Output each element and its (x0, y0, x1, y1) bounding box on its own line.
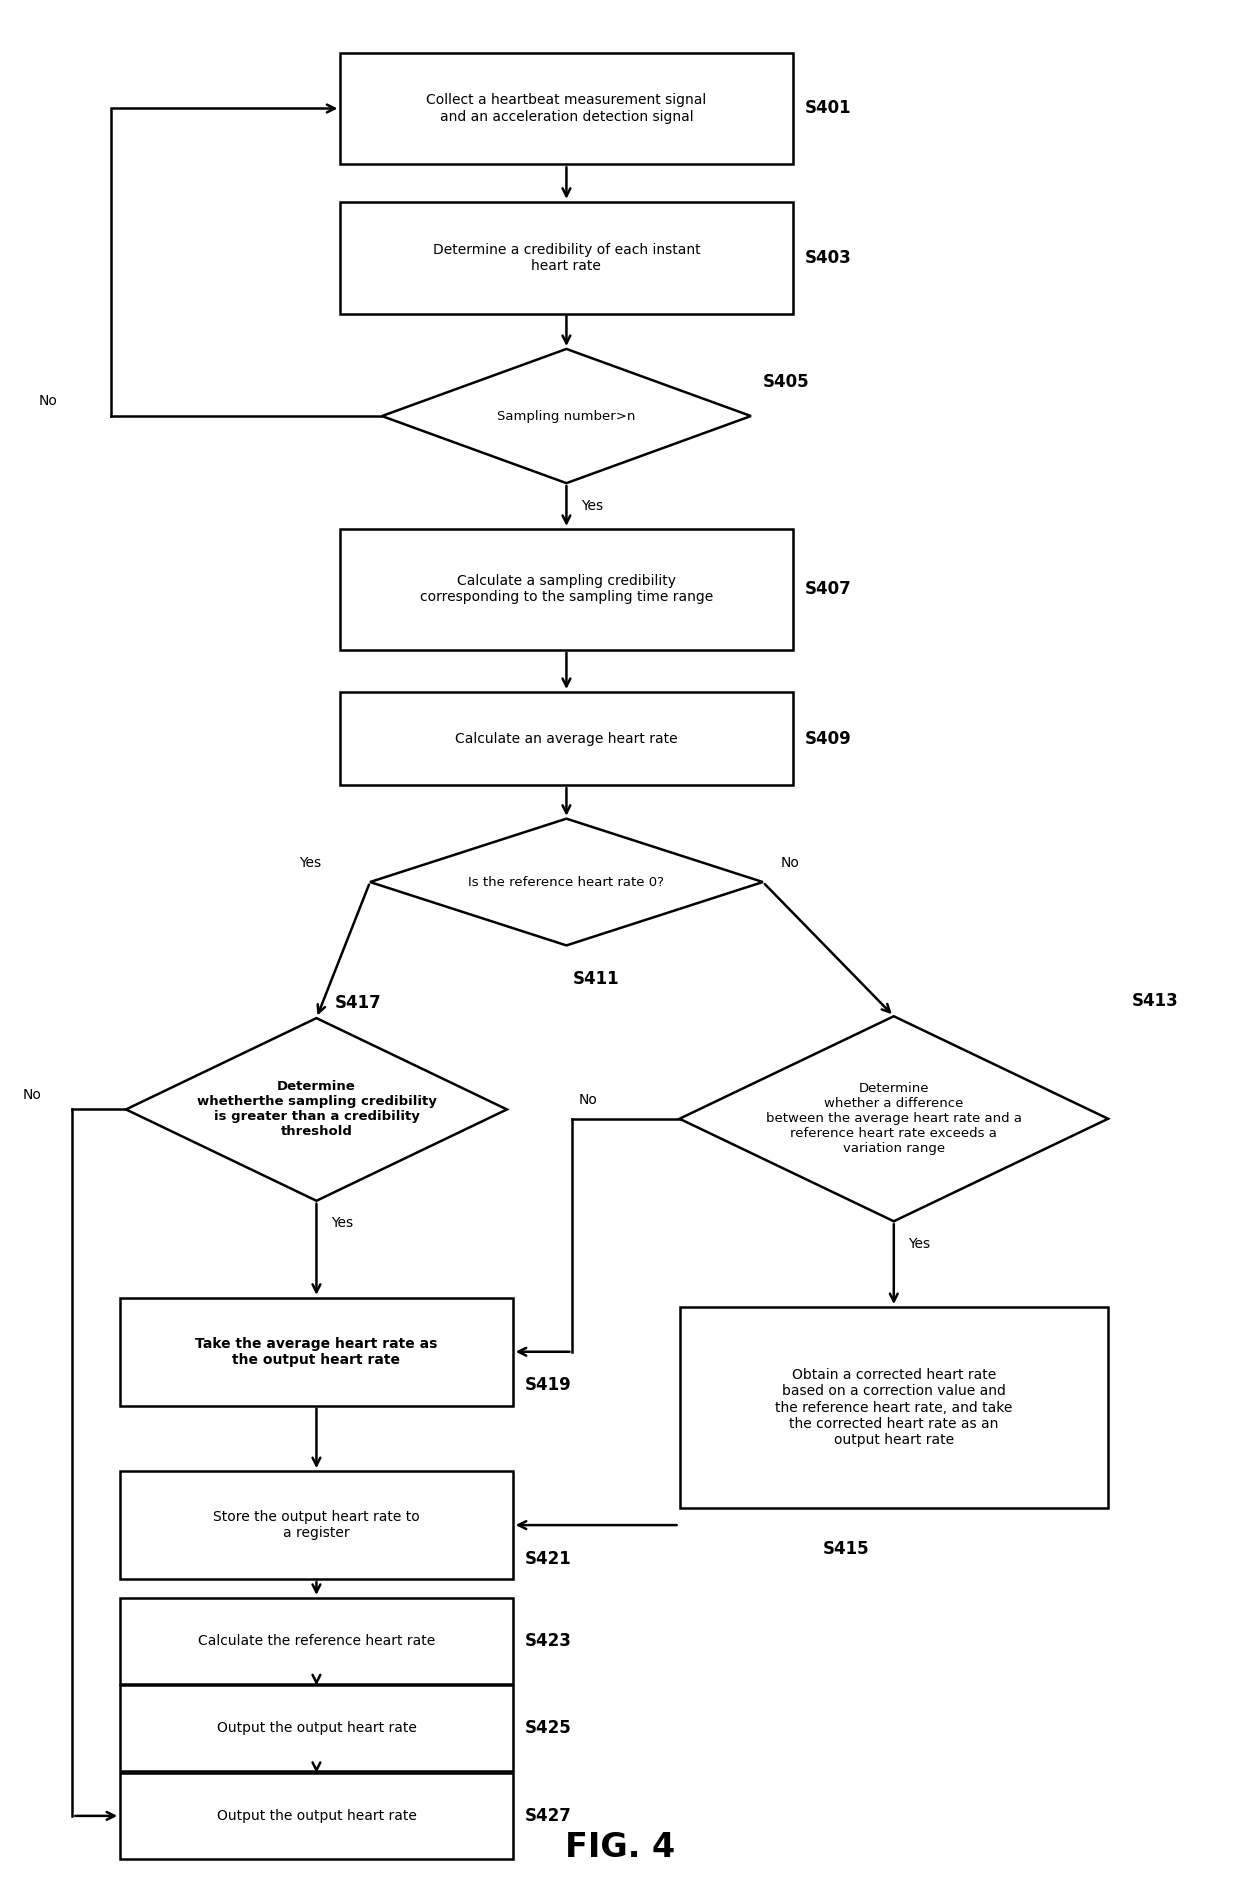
Text: S423: S423 (525, 1632, 572, 1649)
Text: Calculate a sampling credibility
corresponding to the sampling time range: Calculate a sampling credibility corresp… (420, 574, 713, 605)
Text: S409: S409 (805, 730, 852, 747)
Text: Take the average heart rate as
the output heart rate: Take the average heart rate as the outpu… (195, 1337, 438, 1368)
FancyBboxPatch shape (340, 53, 792, 164)
Text: Yes: Yes (299, 856, 321, 871)
Text: S413: S413 (1132, 993, 1179, 1010)
Text: S417: S417 (335, 995, 381, 1012)
FancyBboxPatch shape (340, 692, 792, 786)
Text: Collect a heartbeat measurement signal
and an acceleration detection signal: Collect a heartbeat measurement signal a… (427, 93, 707, 124)
Text: Calculate the reference heart rate: Calculate the reference heart rate (198, 1634, 435, 1647)
Text: Yes: Yes (908, 1236, 930, 1252)
FancyBboxPatch shape (680, 1307, 1109, 1508)
Text: Obtain a corrected heart rate
based on a correction value and
the reference hear: Obtain a corrected heart rate based on a… (775, 1368, 1013, 1447)
Text: Determine a credibility of each instant
heart rate: Determine a credibility of each instant … (433, 243, 701, 272)
Polygon shape (680, 1016, 1109, 1221)
FancyBboxPatch shape (120, 1598, 513, 1683)
Text: No: No (781, 856, 800, 871)
Text: No: No (578, 1094, 598, 1107)
Text: Output the output heart rate: Output the output heart rate (217, 1721, 417, 1735)
Text: Determine
whetherthe sampling credibility
is greater than a credibility
threshol: Determine whetherthe sampling credibilit… (196, 1080, 436, 1139)
Text: No: No (22, 1088, 41, 1101)
Text: Calculate an average heart rate: Calculate an average heart rate (455, 732, 678, 746)
FancyBboxPatch shape (120, 1773, 513, 1858)
Text: No: No (40, 394, 58, 409)
Text: S403: S403 (805, 249, 852, 266)
FancyBboxPatch shape (340, 529, 792, 650)
Text: Store the output heart rate to
a register: Store the output heart rate to a registe… (213, 1510, 420, 1541)
Text: Sampling number>n: Sampling number>n (497, 409, 636, 422)
Text: S419: S419 (525, 1377, 572, 1394)
FancyBboxPatch shape (120, 1685, 513, 1771)
Text: Is the reference heart rate 0?: Is the reference heart rate 0? (469, 875, 665, 888)
Text: Yes: Yes (580, 498, 603, 512)
Text: S415: S415 (822, 1541, 869, 1558)
Text: Determine
whether a difference
between the average heart rate and a
reference he: Determine whether a difference between t… (766, 1082, 1022, 1155)
Text: S407: S407 (805, 580, 852, 599)
Text: Output the output heart rate: Output the output heart rate (217, 1809, 417, 1822)
FancyBboxPatch shape (120, 1297, 513, 1406)
Text: Yes: Yes (331, 1215, 353, 1231)
Polygon shape (126, 1018, 507, 1200)
Text: S401: S401 (805, 99, 851, 118)
Text: S425: S425 (525, 1719, 572, 1737)
Text: S427: S427 (525, 1807, 572, 1824)
Text: FIG. 4: FIG. 4 (565, 1832, 675, 1864)
Polygon shape (370, 818, 763, 945)
Text: S411: S411 (573, 970, 619, 987)
FancyBboxPatch shape (340, 202, 792, 314)
Polygon shape (382, 348, 751, 483)
Text: S421: S421 (525, 1550, 572, 1567)
FancyBboxPatch shape (120, 1470, 513, 1579)
Text: S405: S405 (763, 373, 810, 392)
